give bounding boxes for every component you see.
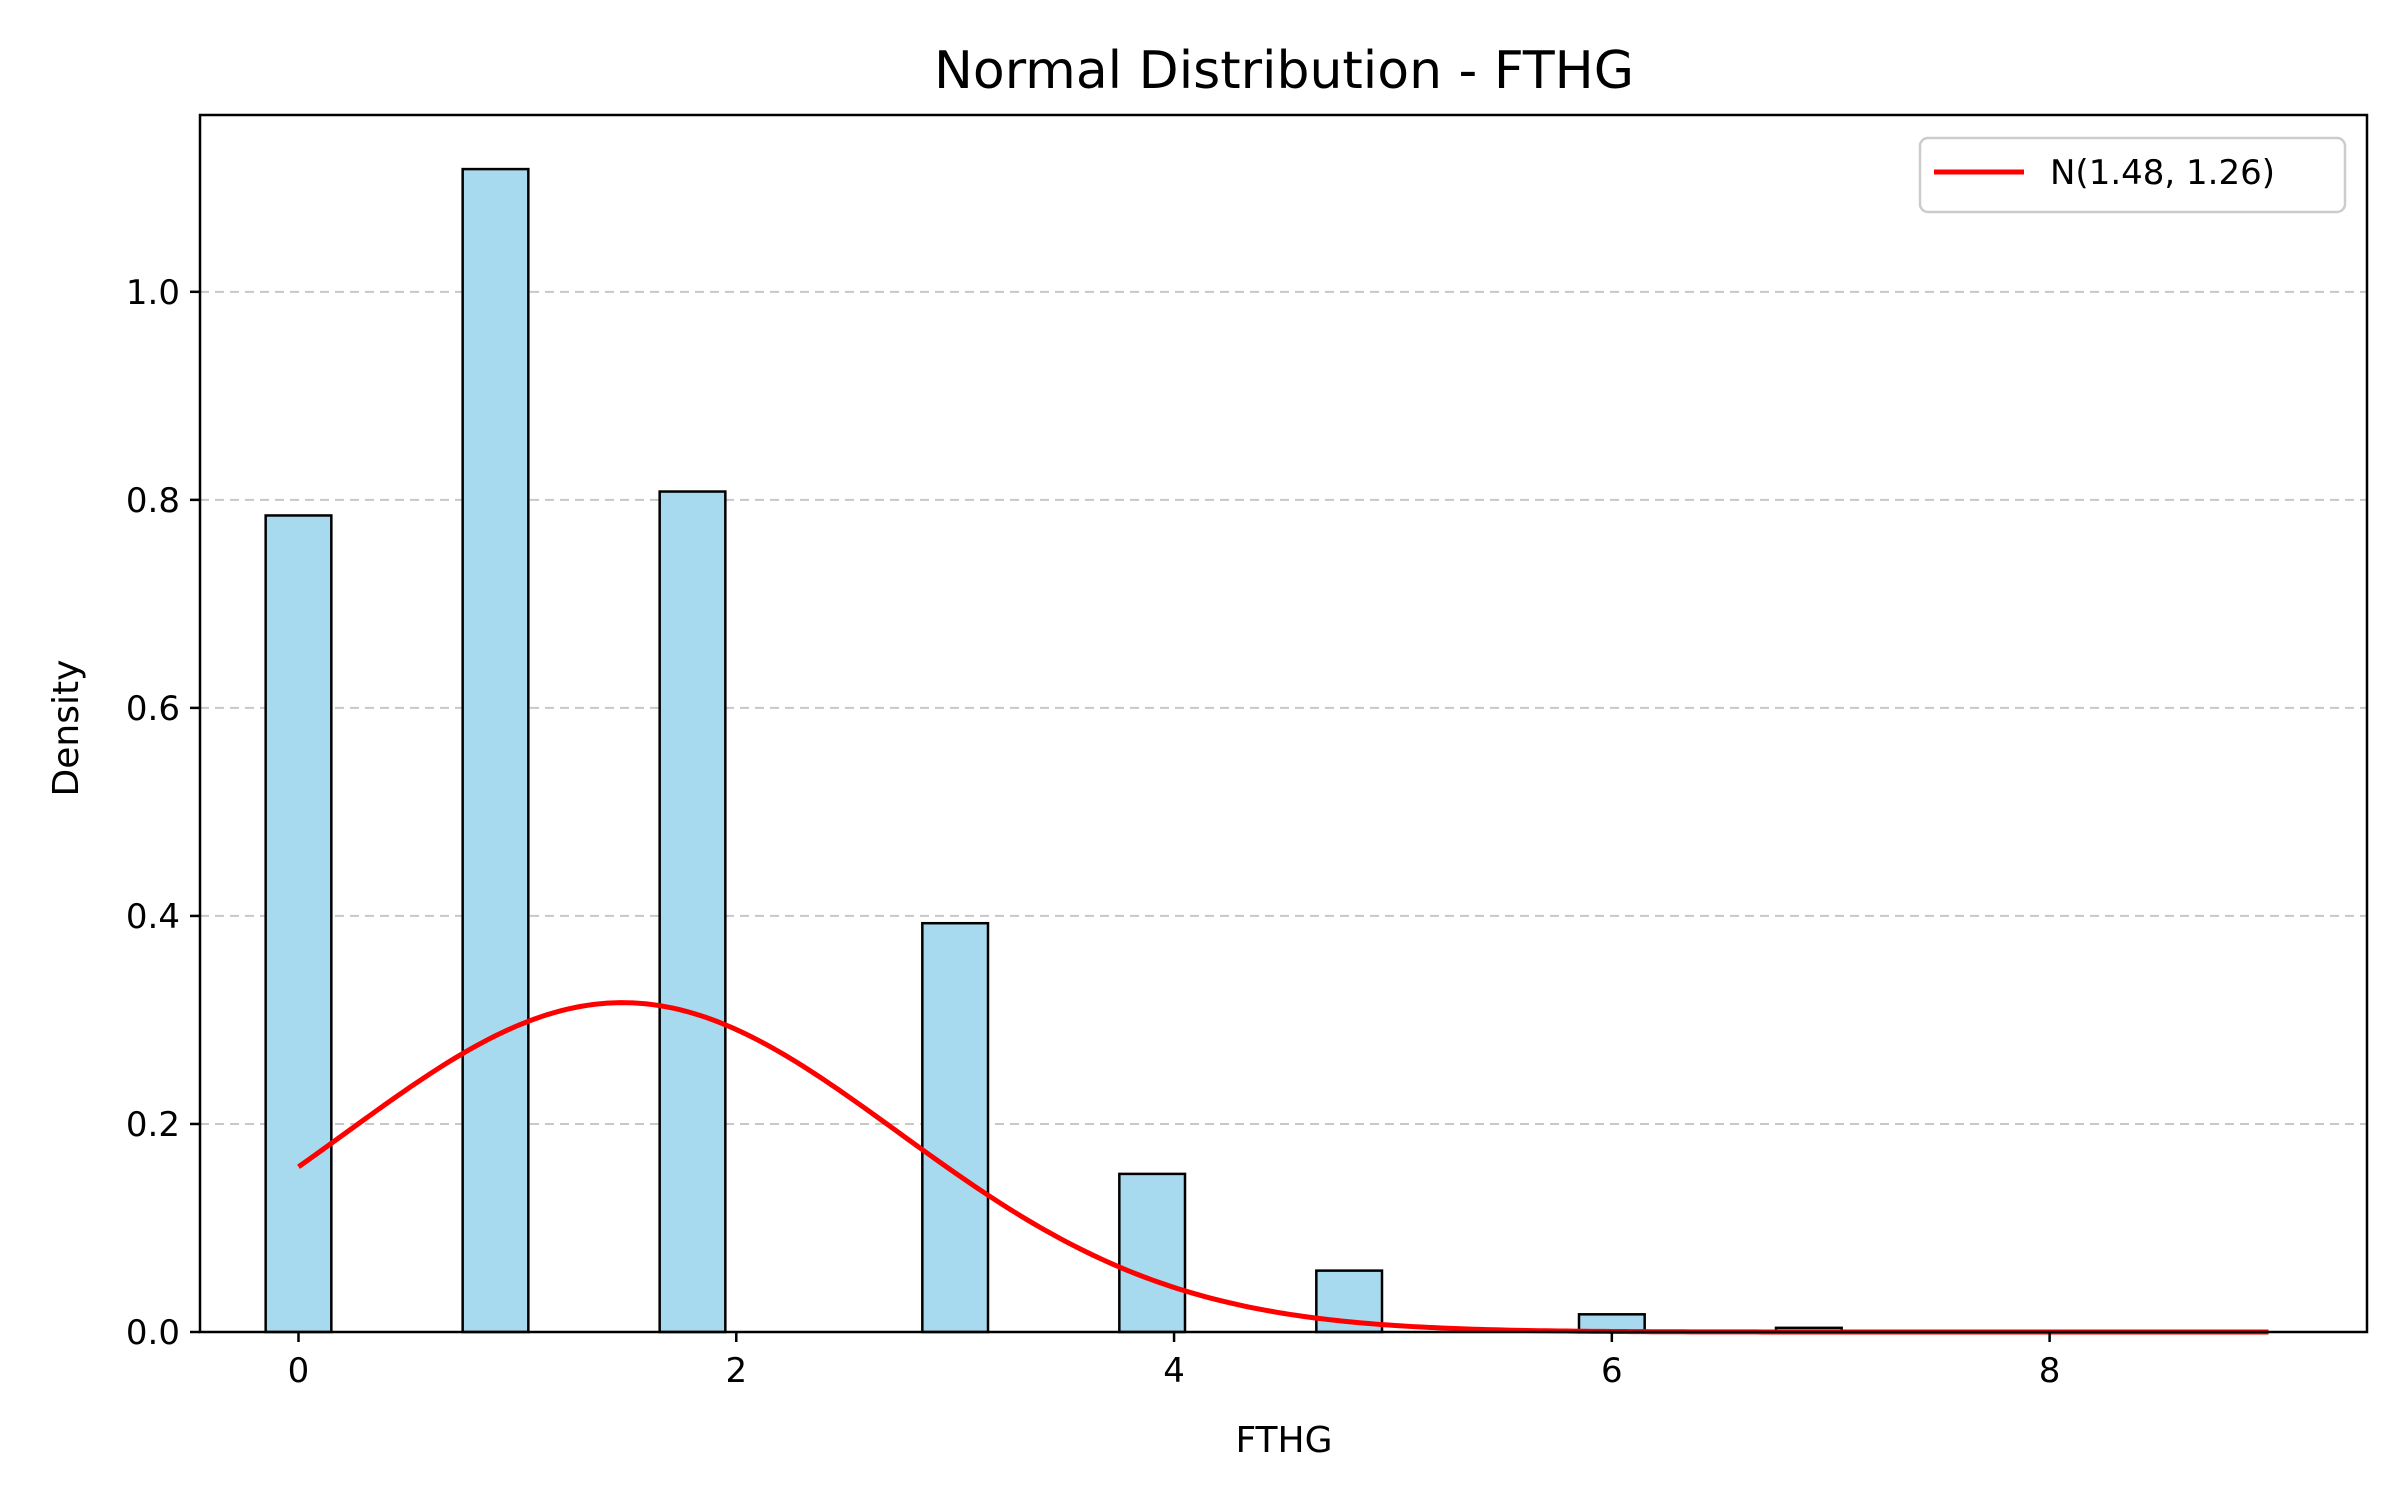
y-axis-label: Density (46, 660, 87, 797)
histogram-bar (658, 490, 727, 1334)
y-tick-label: 0.2 (126, 1105, 180, 1145)
x-tick-label: 2 (725, 1351, 747, 1391)
x-axis-label: FTHG (1235, 1420, 1332, 1461)
histogram-bar (264, 514, 333, 1334)
legend: N(1.48, 1.26) (1918, 136, 2347, 214)
histogram-bar (921, 921, 990, 1334)
x-tick-label: 4 (1163, 1351, 1185, 1391)
histogram-bar (1118, 1172, 1187, 1334)
x-tick-label: 6 (1601, 1351, 1623, 1391)
grid-lines (200, 290, 2367, 1125)
x-tick-label: 0 (288, 1351, 310, 1391)
chart-title: Normal Distribution - FTHG (934, 41, 1634, 101)
x-tick-label: 8 (2039, 1351, 2061, 1391)
y-tick-label: 0.4 (126, 897, 180, 937)
y-axis-ticks: 0.0 0.2 0.4 0.6 0.8 1.0 (126, 273, 200, 1353)
legend-box (1918, 136, 2347, 214)
histogram-bar (461, 167, 530, 1334)
y-tick-label: 0.0 (126, 1313, 180, 1353)
legend-entry-label: N(1.48, 1.26) (2050, 153, 2275, 193)
plot-frame (198, 113, 2369, 1334)
y-tick-label: 0.6 (126, 689, 180, 729)
x-axis-ticks: 0 2 4 6 8 (288, 1332, 2061, 1391)
histogram-bars (264, 167, 2237, 1334)
y-tick-label: 0.8 (126, 481, 180, 521)
y-tick-label: 1.0 (126, 273, 180, 313)
